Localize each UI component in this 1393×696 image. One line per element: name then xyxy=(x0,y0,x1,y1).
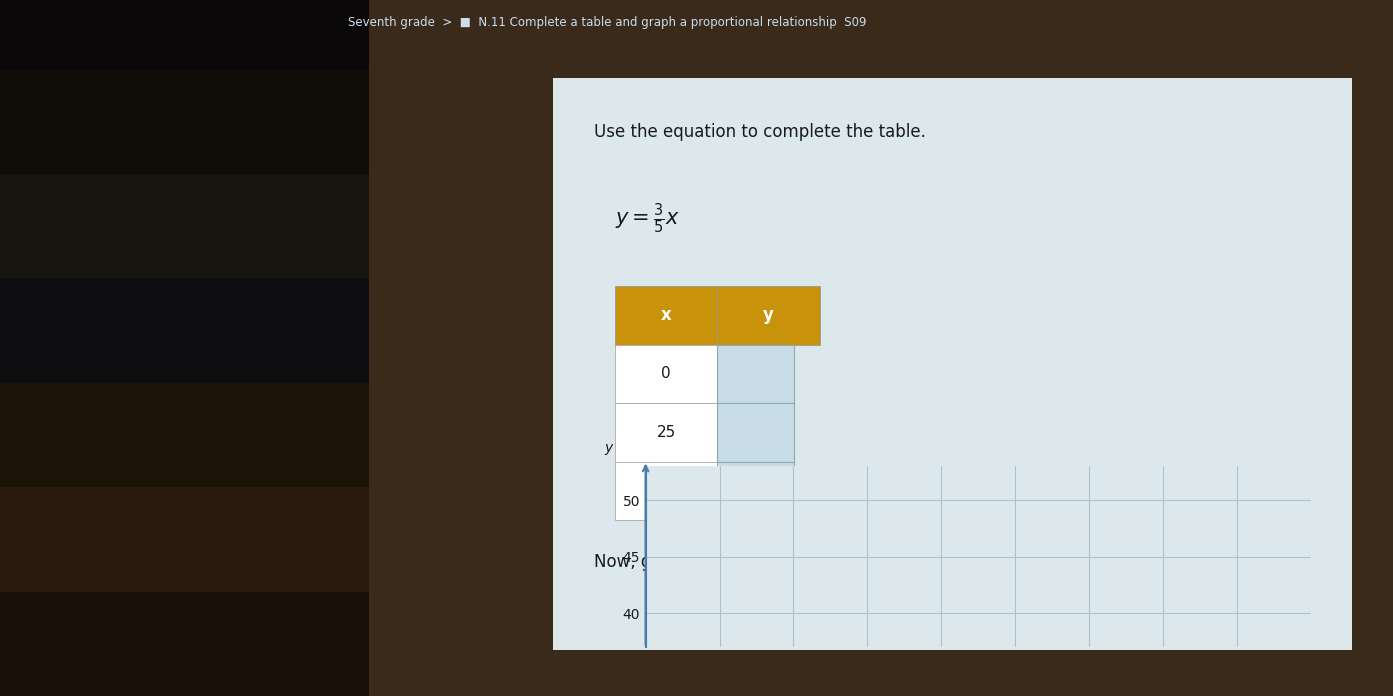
FancyBboxPatch shape xyxy=(717,286,819,345)
Text: 25: 25 xyxy=(656,425,676,440)
Text: Now, graph the equation.: Now, graph the equation. xyxy=(595,553,807,571)
Text: 0: 0 xyxy=(662,366,671,381)
Text: y: y xyxy=(763,306,775,324)
FancyBboxPatch shape xyxy=(0,56,369,174)
FancyBboxPatch shape xyxy=(0,578,369,696)
Text: $y = \frac{3}{5}x$: $y = \frac{3}{5}x$ xyxy=(614,201,680,236)
FancyBboxPatch shape xyxy=(717,461,794,521)
FancyBboxPatch shape xyxy=(0,264,369,383)
FancyBboxPatch shape xyxy=(717,403,794,461)
FancyBboxPatch shape xyxy=(614,461,717,521)
FancyBboxPatch shape xyxy=(0,473,369,592)
Text: Use the equation to complete the table.: Use the equation to complete the table. xyxy=(595,123,926,141)
FancyBboxPatch shape xyxy=(614,345,717,403)
FancyBboxPatch shape xyxy=(553,78,1353,651)
FancyBboxPatch shape xyxy=(717,345,794,403)
FancyBboxPatch shape xyxy=(0,369,369,487)
FancyBboxPatch shape xyxy=(0,160,369,278)
Text: 50: 50 xyxy=(656,484,676,498)
Text: x: x xyxy=(660,306,671,324)
Text: Seventh grade  >  ■  N.11 Complete a table and graph a proportional relationship: Seventh grade > ■ N.11 Complete a table … xyxy=(348,16,866,29)
FancyBboxPatch shape xyxy=(0,0,369,70)
Text: y: y xyxy=(605,441,613,455)
FancyBboxPatch shape xyxy=(614,403,717,461)
FancyBboxPatch shape xyxy=(614,286,717,345)
